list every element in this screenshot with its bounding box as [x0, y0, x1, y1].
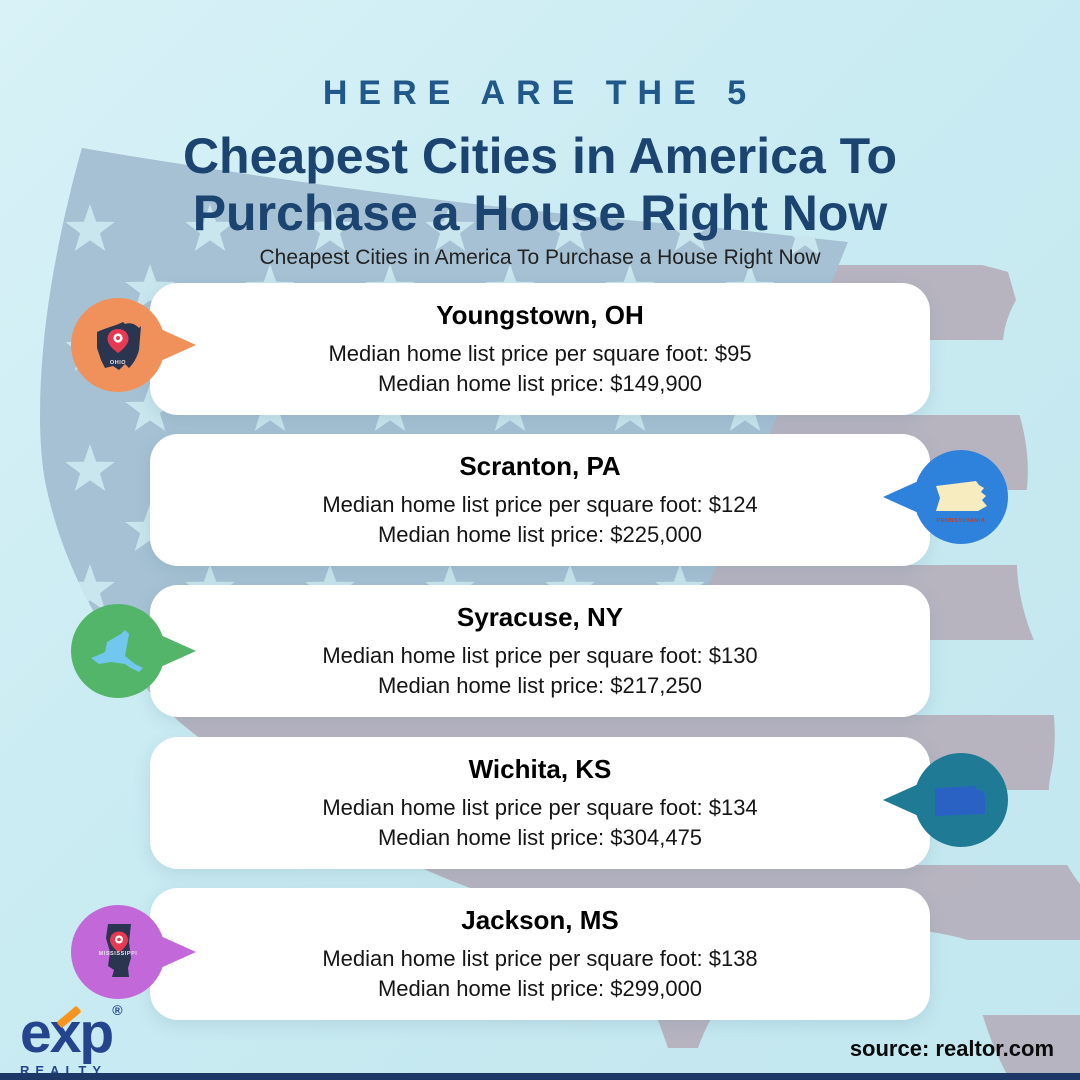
- city-card-syracuse: Syracuse, NY Median home list price per …: [150, 585, 930, 717]
- city-card-wichita: Wichita, KS Median home list price per s…: [150, 737, 930, 869]
- bottom-accent-bar: [0, 1073, 1080, 1080]
- pennsylvania-state-badge-icon: PENNSYLVANIA: [879, 447, 1011, 547]
- city-card-youngstown: Youngstown, OH Median home list price pe…: [150, 283, 930, 415]
- city-name: Wichita, KS: [468, 754, 612, 784]
- list-price: Median home list price: $304,475: [377, 825, 703, 850]
- price-per-sqft: Median home list price per square foot: …: [322, 946, 758, 971]
- city-card-jackson: Jackson, MS Median home list price per s…: [150, 888, 930, 1020]
- list-price: Median home list price: $149,900: [377, 371, 703, 396]
- source-credit: source: realtor.com: [849, 1036, 1054, 1061]
- exp-logo-p: p: [79, 1001, 114, 1065]
- list-price: Median home list price: $299,000: [377, 976, 703, 1001]
- list-price: Median home list price: $225,000: [377, 522, 703, 547]
- title-line-1: Cheapest Cities in America To: [182, 128, 898, 184]
- kansas-state-badge-icon: [879, 750, 1011, 850]
- subtitle: Cheapest Cities in America To Purchase a…: [259, 246, 821, 269]
- city-name: Scranton, PA: [459, 451, 621, 481]
- exp-logo-x: x: [49, 1001, 82, 1065]
- city-name: Youngstown, OH: [436, 300, 644, 330]
- exp-realty-logo: exp® REALTY: [20, 1001, 123, 1077]
- city-name: Jackson, MS: [461, 905, 619, 935]
- exp-logo-e: e: [20, 1001, 52, 1065]
- exp-logo-wordmark: exp®: [20, 1001, 123, 1065]
- page-title: Cheapest Cities in America To Purchase a…: [0, 128, 1080, 242]
- mississippi-state-badge-icon: MISSISSIPPI: [68, 902, 200, 1002]
- city-card-scranton: Scranton, PA Median home list price per …: [150, 434, 930, 566]
- registered-trademark-icon: ®: [112, 1002, 122, 1018]
- kicker-text: HERE ARE THE 5: [322, 74, 758, 112]
- new-york-state-badge-icon: [68, 601, 200, 701]
- list-price: Median home list price: $217,250: [377, 673, 703, 698]
- price-per-sqft: Median home list price per square foot: …: [328, 341, 752, 366]
- price-per-sqft: Median home list price per square foot: …: [322, 795, 758, 820]
- title-line-2: Purchase a House Right Now: [192, 185, 888, 241]
- price-per-sqft: Median home list price per square foot: …: [322, 492, 758, 517]
- price-per-sqft: Median home list price per square foot: …: [322, 643, 758, 668]
- city-name: Syracuse, NY: [456, 602, 624, 632]
- ohio-state-badge-icon: OHIO: [68, 295, 200, 395]
